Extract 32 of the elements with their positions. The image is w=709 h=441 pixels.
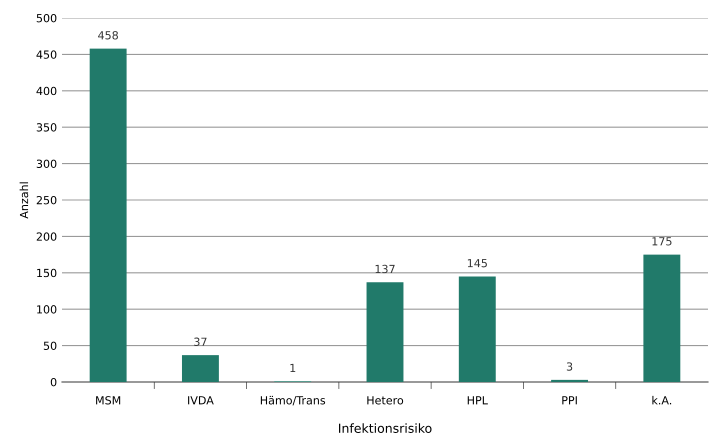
x-tick-label: MSM xyxy=(96,396,120,404)
bar xyxy=(182,355,219,382)
x-tick-label: PPI xyxy=(562,396,577,404)
bar xyxy=(90,48,127,382)
x-tick-label: HPL xyxy=(468,396,488,404)
data-label: 3 xyxy=(566,362,572,371)
data-label: 175 xyxy=(652,237,672,246)
y-tick-label: 100 xyxy=(37,305,56,314)
y-tick-label: 450 xyxy=(36,50,56,59)
data-label: 1 xyxy=(290,364,296,372)
y-tick-label: 50 xyxy=(44,342,56,350)
y-axis-title: Anzahl xyxy=(20,182,28,219)
bar xyxy=(643,254,680,382)
x-axis-title: Infektionsrisiko xyxy=(339,423,432,433)
data-label: 137 xyxy=(376,264,395,274)
y-tick-label: 0 xyxy=(50,378,56,386)
y-tick-label: 400 xyxy=(36,86,56,96)
data-label: 458 xyxy=(98,31,118,40)
x-tick-label: Hetero xyxy=(367,396,404,404)
x-tick-label: k.A. xyxy=(652,396,672,404)
y-tick-label: 300 xyxy=(36,160,56,168)
y-tick-label: 200 xyxy=(36,232,56,241)
data-label: 145 xyxy=(468,259,487,268)
bar xyxy=(458,276,496,382)
bar xyxy=(366,282,404,382)
y-tick-label: 500 xyxy=(36,14,56,22)
x-tick-label: Hämo/Trans xyxy=(260,396,326,406)
y-tick-label: 150 xyxy=(37,268,56,278)
y-tick-label: 350 xyxy=(36,123,56,132)
y-tick-label: 250 xyxy=(36,196,56,204)
x-tick-label: IVDA xyxy=(188,396,214,404)
data-label: 37 xyxy=(194,338,207,346)
